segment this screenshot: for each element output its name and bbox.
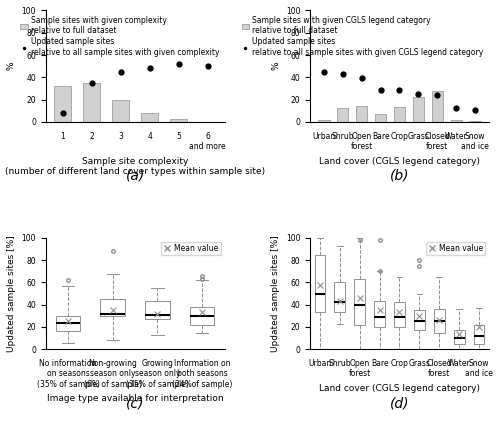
PathPatch shape [414, 310, 425, 330]
PathPatch shape [434, 309, 444, 332]
X-axis label: Land cover (CGLS legend category): Land cover (CGLS legend category) [319, 384, 480, 393]
PathPatch shape [394, 302, 405, 327]
Y-axis label: Updated sample sites [%]: Updated sample sites [%] [272, 235, 280, 352]
Legend: Mean value: Mean value [426, 242, 485, 255]
Legend: Sample sites with given complexity
relative to full dataset, Updated sample site: Sample sites with given complexity relat… [18, 14, 220, 59]
Bar [54, 86, 72, 122]
Text: (c): (c) [126, 396, 144, 410]
Text: (b): (b) [390, 169, 409, 183]
PathPatch shape [354, 279, 365, 325]
X-axis label: Sample site complexity
(number of different land cover types within sample site): Sample site complexity (number of differ… [5, 157, 265, 176]
Bar [112, 99, 130, 122]
PathPatch shape [374, 301, 385, 327]
PathPatch shape [145, 301, 170, 319]
X-axis label: Land cover (CGLS legend category): Land cover (CGLS legend category) [319, 157, 480, 165]
Bar [375, 114, 386, 122]
PathPatch shape [190, 307, 214, 325]
Text: (d): (d) [390, 396, 409, 410]
PathPatch shape [100, 299, 125, 316]
Text: (a): (a) [126, 169, 145, 183]
Bar [318, 120, 330, 122]
Bar [432, 91, 443, 122]
X-axis label: Image type available for interpretation: Image type available for interpretation [47, 395, 224, 403]
Legend: Mean value: Mean value [161, 242, 220, 255]
Legend: Sample sites with given CGLS legend category
relative to full dataset, Updated s: Sample sites with given CGLS legend cate… [240, 14, 485, 59]
Bar [356, 106, 368, 122]
Bar [394, 107, 405, 122]
Bar [470, 121, 481, 122]
Bar [337, 108, 348, 122]
PathPatch shape [56, 316, 80, 332]
Bar [170, 119, 188, 122]
PathPatch shape [474, 325, 484, 344]
Bar [412, 97, 424, 122]
Y-axis label: %: % [272, 62, 280, 70]
PathPatch shape [334, 283, 345, 312]
PathPatch shape [454, 330, 464, 344]
Bar [450, 120, 462, 122]
Y-axis label: Updated sample sites [%]: Updated sample sites [%] [7, 235, 16, 352]
Bar [141, 113, 158, 122]
Y-axis label: %: % [7, 62, 16, 70]
Bar [83, 83, 100, 122]
PathPatch shape [314, 255, 326, 312]
